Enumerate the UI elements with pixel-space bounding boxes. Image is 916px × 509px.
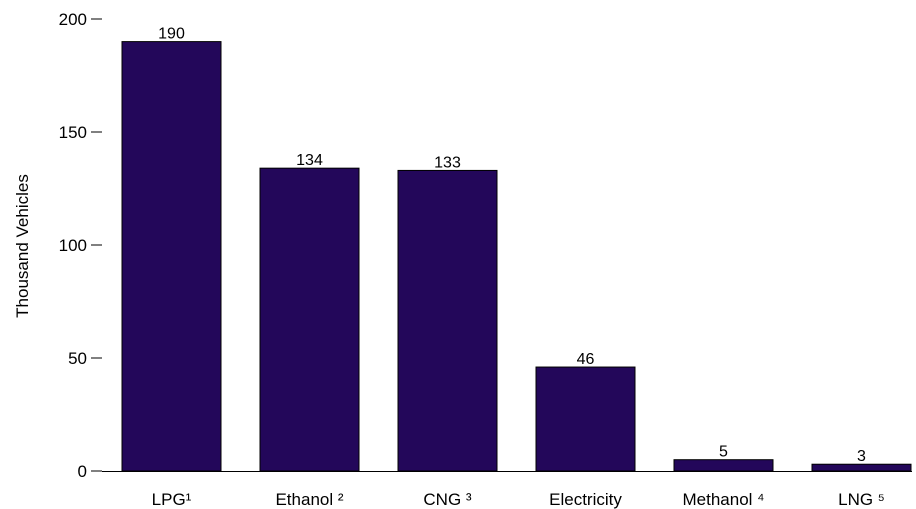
y-tick-label: 150 [59,123,87,142]
bar [397,169,498,472]
bar [673,459,774,472]
y-axis-title: Thousand Vehicles [13,174,32,318]
y-tick-label: 0 [78,462,87,481]
data-label: 133 [434,154,461,171]
x-axis: LPG¹ Ethanol ² CNG ³ Electricity Methanol ⁴ L… [102,471,912,509]
y-axis: 0 50 100 150 200 [59,10,102,481]
x-tick-label: Methanol ⁴ [683,490,765,509]
x-tick-label: LPG¹ [152,490,192,509]
bar [535,366,636,472]
x-tick-label: LNG ⁵ [838,490,885,509]
data-label: 46 [577,351,595,368]
x-tick-label: Electricity [549,490,622,509]
bars [121,41,912,472]
bar [811,463,912,472]
data-label: 134 [296,152,323,169]
y-tick-label: 50 [68,349,87,368]
data-labels: 190 134 133 46 5 3 [158,26,866,466]
y-tick-label: 200 [59,10,87,29]
y-tick-label: 100 [59,236,87,255]
data-label: 190 [158,26,185,43]
x-tick-label: Ethanol ² [275,490,343,509]
data-label: 5 [719,444,728,461]
bar [121,41,222,472]
bar [259,167,360,472]
x-tick-label: CNG ³ [423,490,472,509]
data-label: 3 [857,448,866,465]
